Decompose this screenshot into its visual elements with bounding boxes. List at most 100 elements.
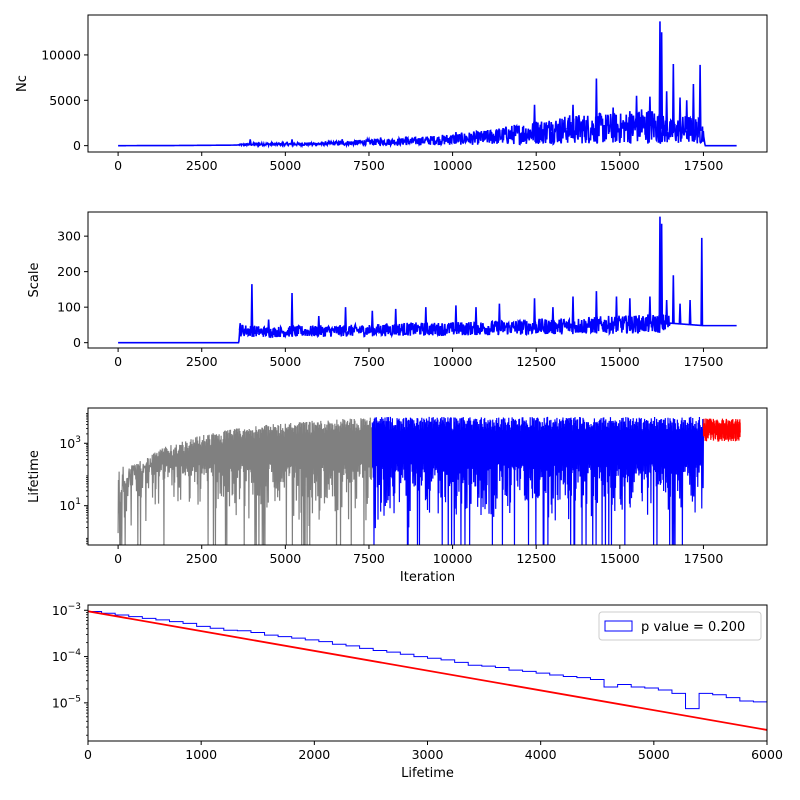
- x-tick-label: 6000: [751, 747, 783, 762]
- x-tick-label: 0: [114, 158, 122, 173]
- x-tick-label: 4000: [525, 747, 557, 762]
- y-axis-label: Lifetime: [27, 450, 42, 503]
- legend-swatch: [604, 620, 633, 632]
- series-spike: [344, 307, 348, 331]
- series-spike: [621, 120, 625, 129]
- x-tick-label: 15000: [600, 158, 640, 173]
- x-tick-label: 0: [114, 354, 122, 369]
- y-tick-label: 200: [57, 264, 81, 279]
- y-tick-label: 0: [73, 138, 81, 153]
- x-tick-label: 5000: [269, 354, 301, 369]
- y-tick-label: 10−5: [52, 694, 81, 710]
- y-tick-label: 10000: [41, 47, 81, 62]
- x-tick-label: 7500: [353, 551, 385, 566]
- series-spike: [660, 223, 664, 324]
- series-spike: [628, 111, 632, 128]
- x-tick-label: 5000: [638, 747, 670, 762]
- series-spike: [571, 104, 575, 130]
- series-spike: [248, 139, 252, 145]
- series-line: [118, 110, 737, 149]
- series-spike: [424, 307, 428, 330]
- series-spike: [379, 137, 383, 143]
- series-spike: [474, 307, 478, 329]
- series-spike: [584, 124, 588, 129]
- x-tick-label: 0: [114, 551, 122, 566]
- series-spike: [615, 296, 618, 325]
- series-spike: [648, 96, 652, 126]
- series-spike: [404, 136, 408, 142]
- series-spike: [678, 97, 682, 131]
- y-axis-label: Scale: [27, 263, 42, 298]
- series-spike: [340, 139, 344, 144]
- x-axis-label: Iteration: [400, 570, 455, 585]
- nc-panel: 0 2500 5000 7500 10000 12500 15000 17500 0 5000 10…: [15, 14, 768, 173]
- x-tick-label: 12500: [516, 551, 556, 566]
- series-spike: [658, 21, 662, 129]
- x-tick-label: 0: [84, 747, 92, 762]
- series-spike: [533, 298, 536, 327]
- lifetime-series-early: [117, 417, 373, 545]
- series-spike: [317, 316, 321, 332]
- series-spike: [611, 107, 615, 129]
- x-tick-label: 2000: [298, 747, 330, 762]
- series-spike: [494, 130, 498, 137]
- y-tick-label: 10−3: [52, 602, 81, 618]
- series-spike: [678, 303, 682, 324]
- x-tick-label: 15000: [600, 551, 640, 566]
- series-spike: [290, 292, 294, 332]
- y-tick-label: 0: [73, 335, 81, 350]
- y-tick-label: 100: [57, 300, 81, 315]
- series-spike: [628, 298, 632, 325]
- fit-line: [88, 610, 767, 731]
- x-tick-label: 15000: [600, 354, 640, 369]
- x-tick-label: 7500: [353, 354, 385, 369]
- x-tick-label: 2500: [186, 158, 218, 173]
- series-spike: [671, 63, 675, 132]
- y-tick-label: 103: [59, 435, 81, 451]
- series-spike: [533, 104, 536, 133]
- series-spike: [665, 91, 669, 131]
- y-tick-label: 300: [57, 229, 81, 244]
- lifetime-panel: 0 2500 5000 7500 10000 12500 15000 17500 101 103 L…: [27, 407, 768, 585]
- y-tick-label: 5000: [49, 93, 81, 108]
- series-spike: [370, 310, 374, 331]
- legend-label: p value = 0.200: [641, 620, 745, 635]
- series-spike: [688, 300, 692, 325]
- legend-box: [598, 611, 762, 641]
- series-spike: [665, 300, 669, 324]
- series-spike: [238, 323, 242, 331]
- series-spike: [549, 121, 553, 131]
- series-spike: [497, 303, 501, 328]
- series-spike: [671, 275, 675, 324]
- plot-frame: [87, 211, 768, 349]
- x-tick-label: 17500: [684, 354, 724, 369]
- plot-frame: [87, 407, 768, 546]
- x-tick-label: 10000: [433, 158, 473, 173]
- series-spike: [394, 308, 398, 330]
- x-tick-label: 5000: [269, 158, 301, 173]
- series-spike: [454, 131, 458, 140]
- x-tick-label: 10000: [433, 354, 473, 369]
- x-tick-label: 12500: [516, 354, 556, 369]
- series-spike: [635, 95, 639, 128]
- y-tick-label: 10−4: [52, 648, 81, 664]
- series-spike: [571, 296, 575, 326]
- x-tick-label: 5000: [269, 551, 301, 566]
- scale-panel: 0 2500 5000 7500 10000 12500 15000 17500 0 100 200…: [27, 211, 768, 369]
- series-spike: [685, 100, 689, 130]
- series-spike: [267, 319, 271, 333]
- series-spike: [691, 83, 695, 131]
- series-spike: [700, 237, 704, 326]
- plot-frame: [87, 14, 768, 153]
- series-spike: [698, 64, 702, 131]
- series-spike: [594, 291, 598, 326]
- series-spike: [250, 284, 254, 331]
- y-axis-label: Nc: [15, 75, 30, 92]
- x-tick-label: 10000: [433, 551, 473, 566]
- series-spike: [648, 296, 652, 324]
- x-tick-label: 12500: [516, 158, 556, 173]
- x-tick-label: 17500: [684, 158, 724, 173]
- lifetime-histogram-panel: 0 1000 2000 3000 4000 5000 6000 10−5 10−4 10−3 Lif…: [52, 602, 783, 781]
- series-spike: [551, 307, 555, 327]
